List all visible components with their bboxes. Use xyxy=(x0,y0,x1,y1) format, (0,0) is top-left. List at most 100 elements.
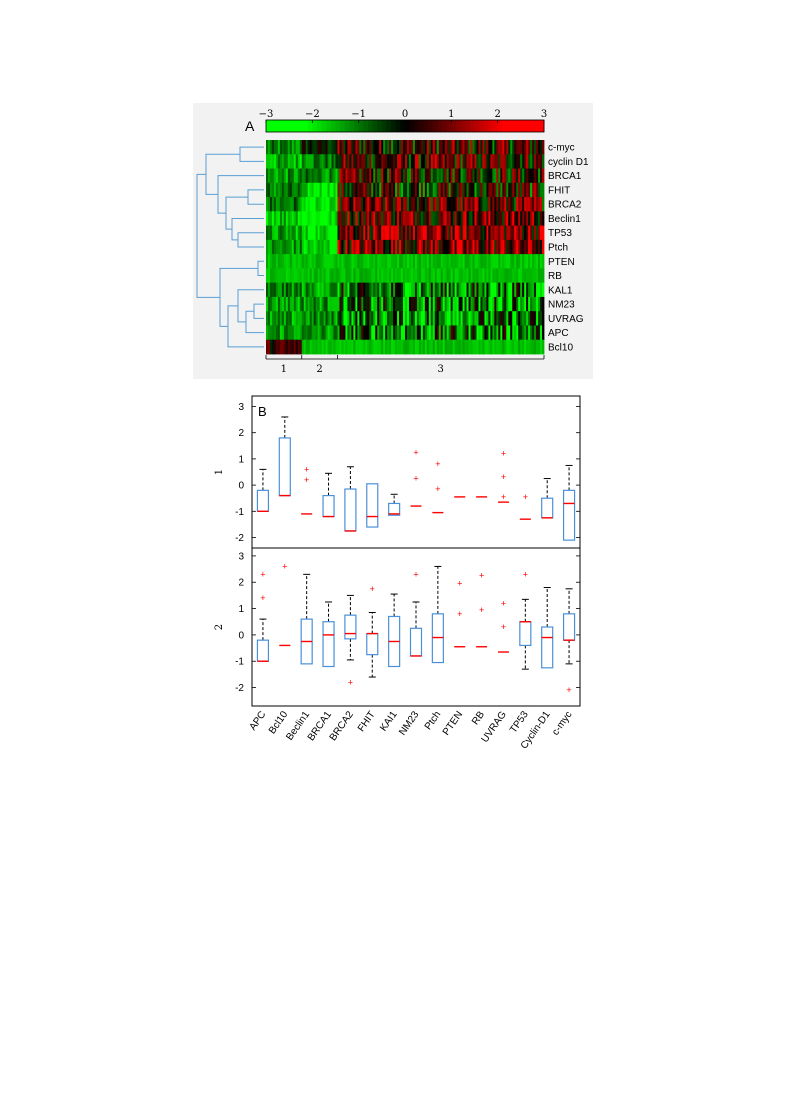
heatmap-cell xyxy=(387,268,390,284)
heatmap-cell xyxy=(470,140,473,155)
heatmap-cell xyxy=(422,339,426,355)
heatmap-cell xyxy=(395,239,398,255)
heatmap-cell xyxy=(422,254,426,269)
heatmap-cell xyxy=(444,268,448,284)
heatmap-cell xyxy=(460,197,463,212)
heatmap-cell xyxy=(289,311,293,326)
heatmap-cell xyxy=(313,197,317,212)
heatmap-cell xyxy=(329,168,332,184)
heatmap-cell xyxy=(458,168,461,184)
heatmap-cell xyxy=(317,325,321,341)
heatmap-cell xyxy=(430,140,434,155)
heatmap-cell xyxy=(359,311,362,326)
heatmap-cell xyxy=(277,325,281,341)
heatmap-cell xyxy=(377,296,380,312)
heatmap-cell xyxy=(448,254,452,269)
heatmap-cell xyxy=(389,211,392,226)
heatmap-cell xyxy=(434,140,438,155)
colorbar-segment xyxy=(289,120,295,132)
heatmap-cell xyxy=(498,268,501,284)
heatmap-cell xyxy=(353,239,356,255)
heatmap-cell xyxy=(486,268,489,284)
heatmap-cell xyxy=(391,268,394,284)
heatmap-cell xyxy=(299,154,303,169)
heatmap-cell xyxy=(389,325,392,341)
colorbar-segment xyxy=(405,120,411,132)
heatmap-cell xyxy=(458,140,461,155)
heatmap-cell xyxy=(273,197,277,212)
heatmap-cell xyxy=(426,268,430,284)
heatmap-cell xyxy=(277,154,281,169)
heatmap-cell xyxy=(305,154,309,169)
heatmap-cell xyxy=(436,211,440,226)
category-label: RB xyxy=(470,709,487,727)
heatmap-cell xyxy=(337,211,340,226)
heatmap-cell xyxy=(351,239,354,255)
heatmap-cell xyxy=(391,211,394,226)
heatmap-cell xyxy=(345,168,348,184)
heatmap-cell xyxy=(502,211,505,226)
heatmap-cell xyxy=(408,239,412,255)
heatmap-cell xyxy=(391,282,394,298)
heatmap-cell xyxy=(279,197,283,212)
heatmap-cell xyxy=(289,296,293,312)
heatmap-cell xyxy=(408,339,412,355)
heatmap-cell xyxy=(385,339,388,355)
heatmap-cell xyxy=(520,140,523,155)
heatmap-cell xyxy=(335,225,338,241)
heatmap-cell xyxy=(430,325,434,341)
heatmap-cell xyxy=(518,140,521,155)
heatmap-cell xyxy=(480,282,483,298)
heatmap-cell xyxy=(530,325,533,341)
heatmap-cell xyxy=(508,154,511,169)
heatmap-cell xyxy=(277,197,281,212)
heatmap-cell xyxy=(496,211,499,226)
heatmap-cell xyxy=(403,140,406,155)
heatmap-cell xyxy=(444,239,448,255)
heatmap-cell xyxy=(460,254,463,269)
colorbar-segment xyxy=(451,120,457,132)
heatmap-cell xyxy=(426,296,430,312)
heatmap-cell xyxy=(299,325,303,341)
heatmap-cell xyxy=(359,254,362,269)
category-label: NM23 xyxy=(397,709,422,738)
heatmap-cell xyxy=(450,182,454,198)
heatmap-cell xyxy=(532,225,535,241)
heatmap-cell xyxy=(361,268,364,284)
heatmap-cell xyxy=(317,239,321,255)
heatmap-cell xyxy=(303,197,307,212)
heatmap-cell xyxy=(321,339,324,355)
heatmap-cell xyxy=(460,239,463,255)
heatmap-cell xyxy=(325,168,328,184)
heatmap-cell xyxy=(472,140,475,155)
heatmap-cell xyxy=(442,282,446,298)
category-label: FHIT xyxy=(356,709,378,734)
heatmap-cell xyxy=(307,197,311,212)
outlier-point: + xyxy=(413,474,418,484)
heatmap-cell xyxy=(297,140,301,155)
outlier-point: + xyxy=(457,609,462,619)
heatmap-cell xyxy=(452,239,456,255)
heatmap-cell xyxy=(428,268,432,284)
heatmap-cell xyxy=(536,311,539,326)
heatmap-cell xyxy=(353,311,356,326)
heatmap-cell xyxy=(482,254,485,269)
heatmap-cell xyxy=(474,296,477,312)
heatmap-cell xyxy=(506,339,509,355)
heatmap-cell xyxy=(357,339,360,355)
heatmap-cell xyxy=(454,311,458,326)
heatmap-cell xyxy=(430,225,434,241)
heatmap-cell xyxy=(397,211,400,226)
heatmap-cell xyxy=(432,296,436,312)
heatmap-cell xyxy=(375,182,378,198)
heatmap-cell xyxy=(462,182,465,198)
heatmap-cell xyxy=(524,211,527,226)
heatmap-cell xyxy=(319,140,322,155)
colorbar-tick-label: −3 xyxy=(259,109,274,120)
colorbar-segment xyxy=(428,120,434,132)
heatmap-cell xyxy=(267,225,271,241)
heatmap-cell xyxy=(422,140,426,155)
heatmap-cell xyxy=(295,282,299,298)
heatmap-cell xyxy=(500,339,503,355)
heatmap-cell xyxy=(365,168,368,184)
